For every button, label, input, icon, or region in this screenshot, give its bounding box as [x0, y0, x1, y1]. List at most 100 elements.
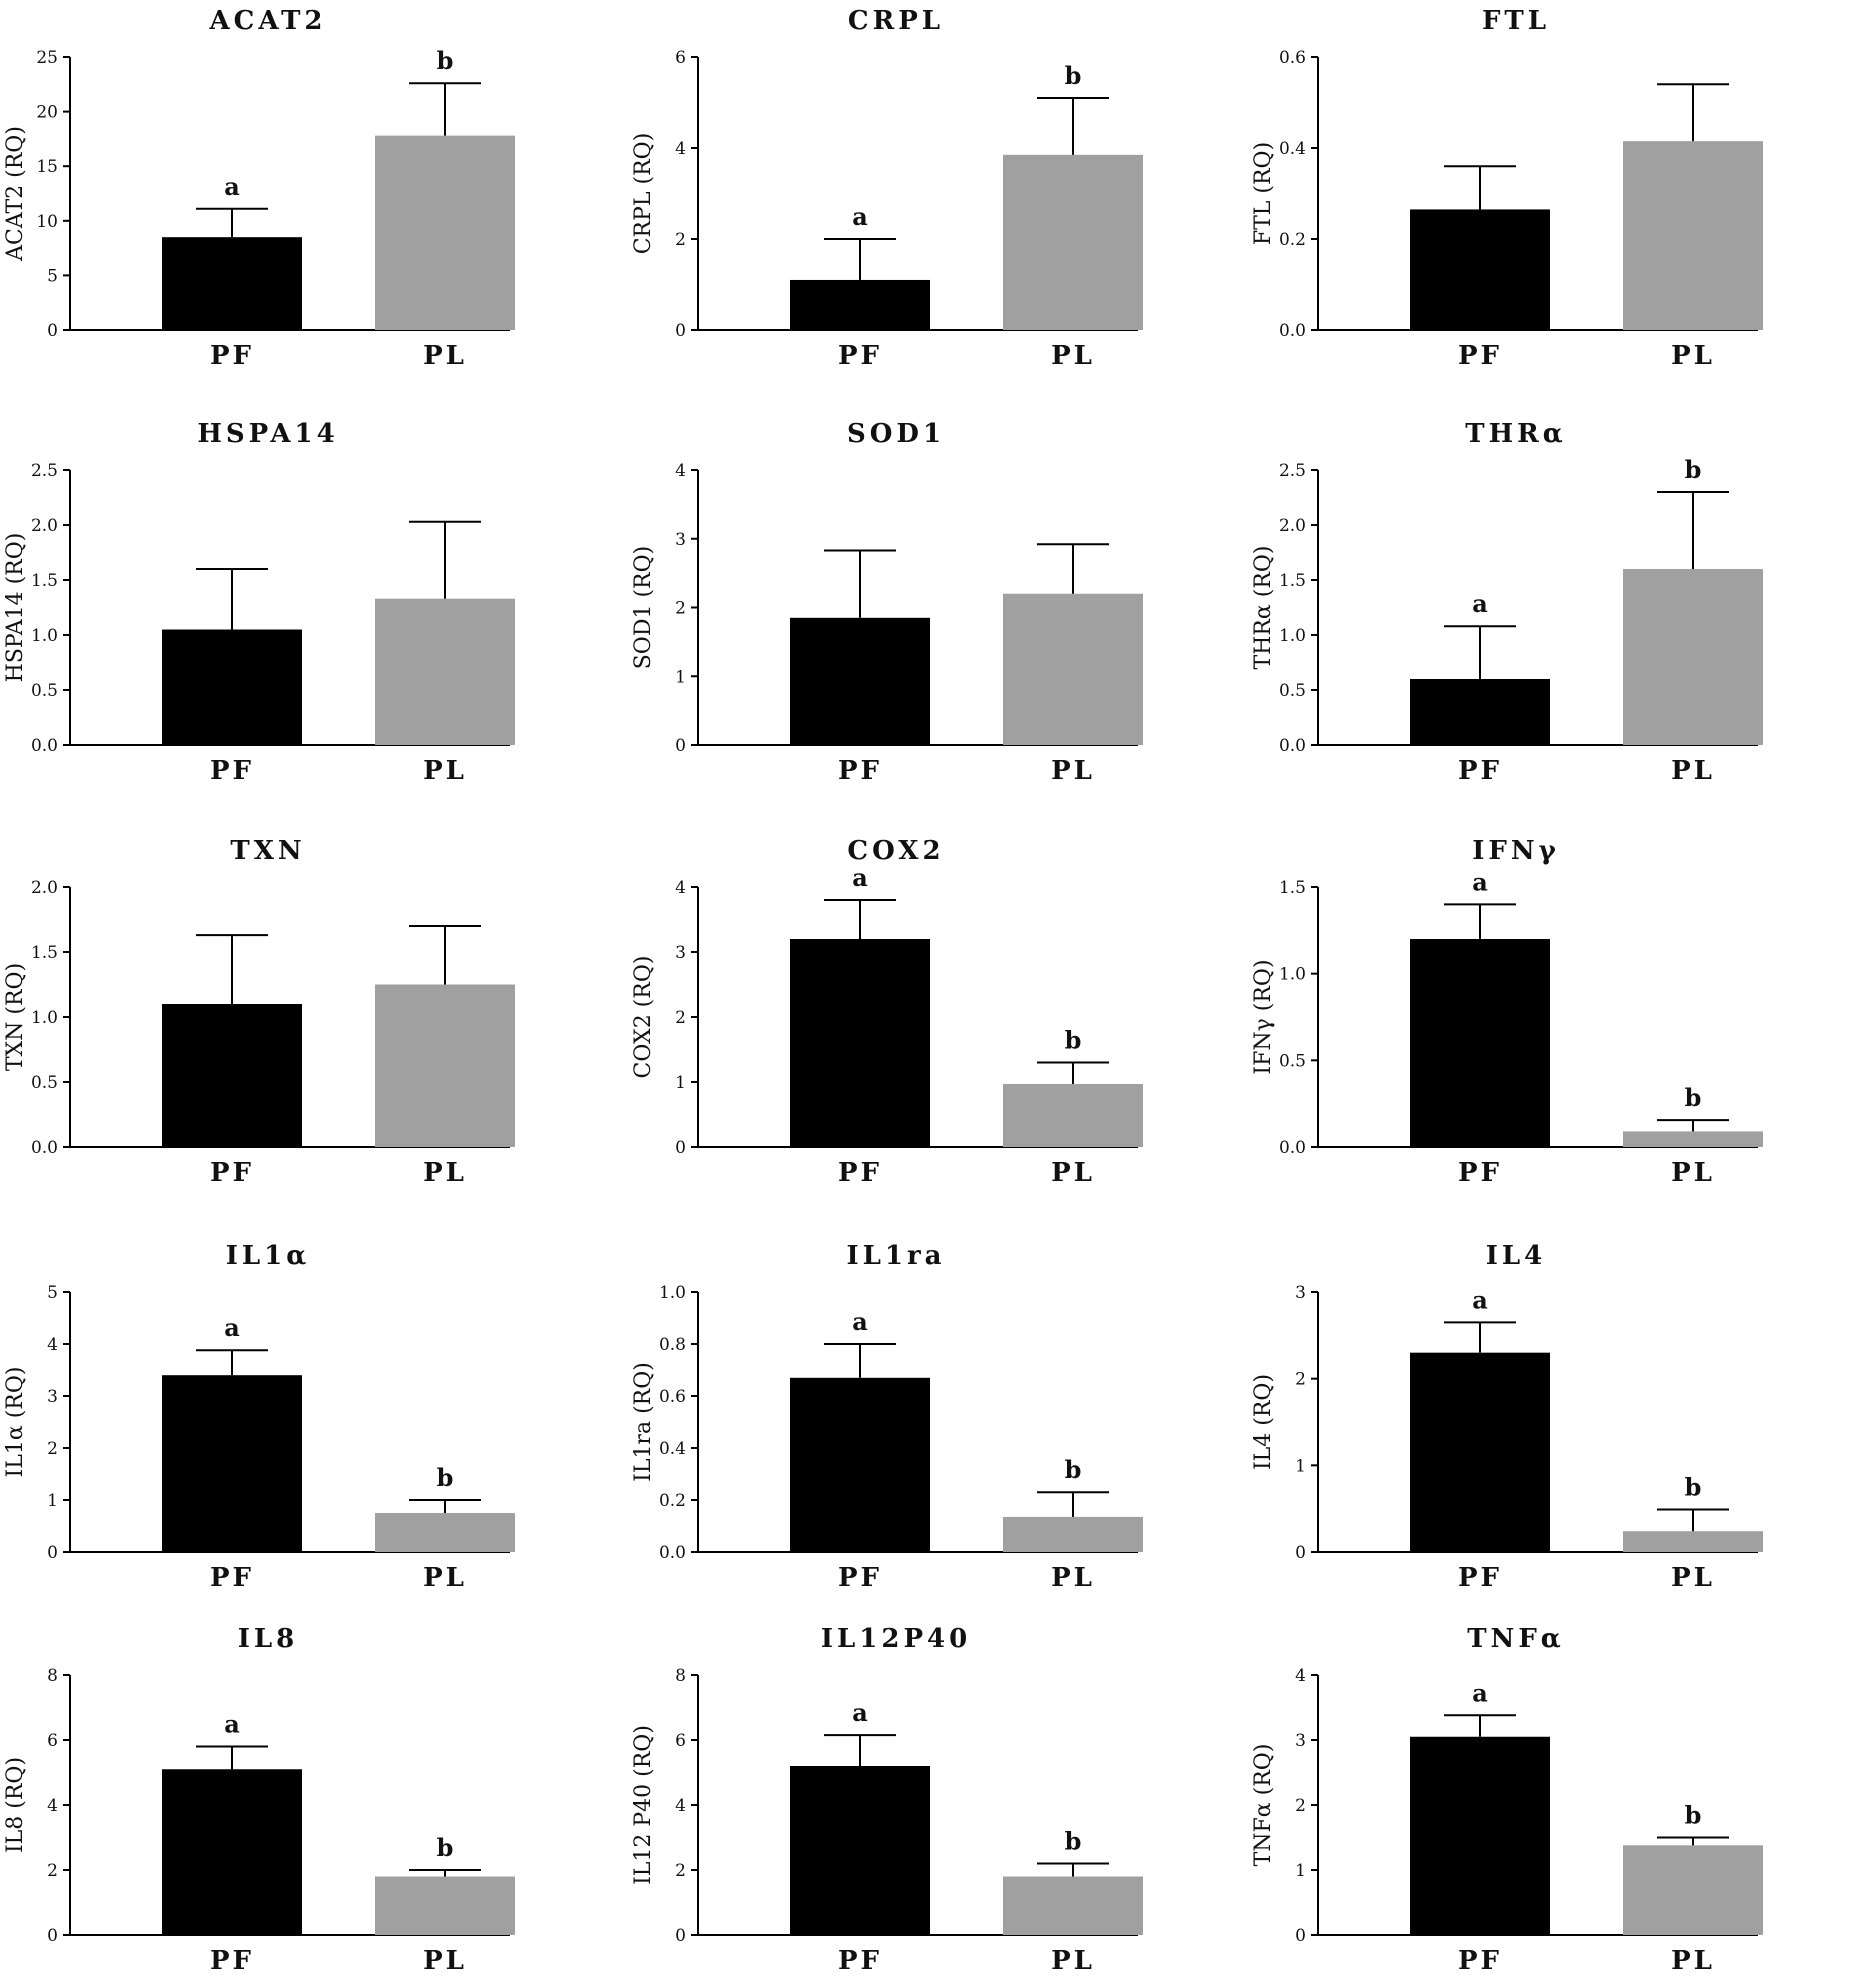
bar-PL	[1623, 1131, 1763, 1147]
significance-label: a	[852, 863, 868, 892]
x-category-label: PL	[1051, 756, 1095, 786]
significance-label: b	[1065, 61, 1082, 90]
y-tick-label: 1	[1295, 1861, 1306, 1881]
y-tick-label: 4	[47, 1796, 58, 1816]
bar-PL	[1003, 1876, 1143, 1935]
chart-title: CRPL	[848, 6, 944, 36]
chart-TNFα: TNFα 0 1 2 3 4 TNFα (RQ) a PF b PL	[1251, 1624, 1763, 1976]
bar-PL	[375, 1876, 515, 1935]
y-tick-label: 20	[36, 103, 58, 123]
x-category-label: PF	[1458, 341, 1502, 371]
x-category-label: PL	[423, 1563, 467, 1593]
bar-PF	[790, 617, 930, 745]
x-category-label: PF	[838, 341, 882, 371]
x-category-label: PF	[210, 1563, 254, 1593]
y-tick-label: 2	[1295, 1370, 1306, 1390]
bar-PF	[790, 279, 930, 330]
bar-PL	[1623, 569, 1763, 745]
y-axis-label: HSPA14 (RQ)	[3, 533, 28, 683]
x-category-label: PF	[838, 756, 882, 786]
chart-title: IL12P40	[821, 1624, 971, 1654]
y-axis-label: THRα (RQ)	[1251, 545, 1276, 669]
bar-PF	[1410, 1736, 1550, 1935]
x-category-label: PF	[838, 1563, 882, 1593]
y-tick-label: 4	[1295, 1666, 1306, 1686]
chart-IL1ra: IL1ra 0.0 0.2 0.4 0.6 0.8 1.0 IL1ra (RQ) a PF b PL	[631, 1241, 1143, 1593]
x-category-label: PF	[1458, 1946, 1502, 1976]
y-tick-label: 3	[675, 530, 686, 550]
y-axis-label: ACAT2 (RQ)	[3, 126, 28, 262]
y-tick-label: 4	[675, 878, 686, 898]
significance-label: b	[437, 46, 454, 75]
chart-HSPA14: HSPA14 0.0 0.5 1.0 1.5 2.0 2.5 HSPA14 (RQ) PF PL	[3, 419, 515, 786]
y-tick-label: 1.5	[1279, 878, 1306, 898]
x-category-label: PF	[1458, 1158, 1502, 1188]
y-tick-label: 1.0	[1279, 965, 1306, 985]
x-category-label: PF	[210, 1158, 254, 1188]
y-tick-label: 2	[675, 1008, 686, 1028]
y-tick-label: 4	[675, 139, 686, 159]
x-category-label: PL	[423, 341, 467, 371]
x-category-label: PL	[1671, 1946, 1715, 1976]
y-tick-label: 0	[47, 1926, 58, 1946]
bar-PF	[790, 1766, 930, 1935]
y-tick-label: 15	[36, 157, 58, 177]
y-tick-label: 2	[47, 1861, 58, 1881]
y-tick-label: 0	[47, 321, 58, 341]
y-tick-label: 0.5	[31, 1073, 58, 1093]
x-category-label: PF	[210, 756, 254, 786]
y-tick-label: 1.5	[31, 943, 58, 963]
x-category-label: PF	[838, 1946, 882, 1976]
y-tick-label: 1.0	[659, 1283, 686, 1303]
y-tick-label: 1.5	[31, 571, 58, 591]
chart-title: FTL	[1482, 6, 1550, 36]
chart-title: TXN	[230, 836, 305, 866]
significance-label: a	[224, 172, 240, 201]
y-tick-label: 5	[47, 1283, 58, 1303]
bar-PL	[1003, 1516, 1143, 1552]
y-tick-label: 0.5	[31, 681, 58, 701]
y-tick-label: 0.0	[1279, 736, 1306, 756]
y-tick-label: 0.6	[659, 1387, 686, 1407]
y-tick-label: 1	[47, 1491, 58, 1511]
y-axis-label: IL8 (RQ)	[3, 1757, 28, 1853]
y-tick-label: 0.2	[1279, 230, 1306, 250]
y-tick-label: 1.0	[31, 1008, 58, 1028]
y-tick-label: 2.5	[1279, 461, 1306, 481]
y-tick-label: 0.0	[659, 1543, 686, 1563]
chart-title: IFNγ	[1472, 836, 1560, 866]
bar-PL	[1623, 1531, 1763, 1552]
y-tick-label: 0.2	[659, 1491, 686, 1511]
bar-PL	[1623, 141, 1763, 330]
x-category-label: PF	[210, 1946, 254, 1976]
bar-PF	[162, 1375, 302, 1552]
bar-PF	[162, 1769, 302, 1935]
x-category-label: PL	[1051, 1563, 1095, 1593]
y-tick-label: 4	[675, 461, 686, 481]
y-tick-label: 0.0	[31, 1138, 58, 1158]
chart-SOD1: SOD1 0 1 2 3 4 SOD1 (RQ) PF PL	[631, 419, 1143, 786]
chart-TXN: TXN 0.0 0.5 1.0 1.5 2.0 TXN (RQ) PF PL	[3, 836, 515, 1188]
significance-label: b	[1685, 1473, 1702, 1502]
chart-title: IL1ra	[846, 1241, 945, 1271]
chart-title: IL1α	[226, 1241, 311, 1271]
chart-IL4: IL4 0 1 2 3 IL4 (RQ) a PF b PL	[1251, 1241, 1763, 1593]
y-axis-label: SOD1 (RQ)	[631, 546, 656, 670]
y-tick-label: 3	[675, 943, 686, 963]
chart-ACAT2: ACAT2 0 5 10 15 20 25 ACAT2 (RQ) a PF b PL	[3, 6, 515, 371]
bar-PL	[375, 135, 515, 330]
significance-label: b	[437, 1463, 454, 1492]
bar-PF	[1410, 209, 1550, 330]
chart-title: COX2	[847, 836, 944, 866]
y-tick-label: 2.0	[31, 516, 58, 536]
x-category-label: PL	[1051, 1946, 1095, 1976]
y-tick-label: 3	[47, 1387, 58, 1407]
y-tick-label: 1	[675, 667, 686, 687]
bar-PF	[162, 237, 302, 330]
y-tick-label: 0	[1295, 1926, 1306, 1946]
x-category-label: PL	[1051, 341, 1095, 371]
bar-PL	[1003, 154, 1143, 330]
y-tick-label: 3	[1295, 1731, 1306, 1751]
chart-title: SOD1	[847, 419, 945, 449]
